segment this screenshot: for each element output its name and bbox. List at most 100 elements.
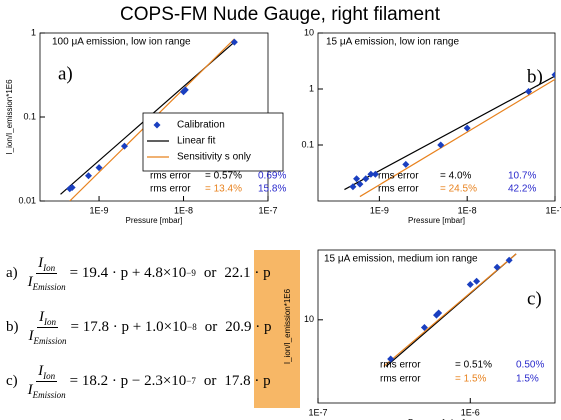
equation-rhs: = 17.8 · p + 1.0×10: [70, 318, 188, 335]
denominator-sub: Emission: [32, 281, 66, 292]
data-point: [551, 71, 555, 79]
subtitle: 15 μA emission, low ion range: [326, 37, 459, 48]
rms-text: rms error: [378, 171, 419, 182]
x-tick-label: 1E-8: [174, 205, 193, 215]
x-tick-label: 1E-7: [545, 205, 561, 215]
data-point: [505, 256, 513, 264]
numerator: IIon: [36, 254, 58, 274]
data-point: [120, 142, 128, 150]
x-axis-label: Pressure [mbar]: [408, 418, 465, 420]
denominator-sub: Emission: [33, 335, 67, 346]
fraction: IIon IEmission: [28, 363, 66, 400]
numerator-sub: Ion: [43, 262, 56, 273]
numerator-sub: Ion: [44, 316, 56, 327]
x-tick-label: 1E-7: [308, 407, 327, 417]
numerator: IIon: [37, 309, 58, 328]
denominator-sub: Emission: [32, 389, 66, 400]
fit-line: [344, 75, 555, 191]
plot-area: [317, 249, 556, 404]
x-tick-label: 1E-9: [370, 205, 389, 215]
data-point: [437, 141, 445, 149]
page-title: COPS-FM Nude Gauge, right filament: [120, 4, 441, 25]
legend-label: Sensitivity s only: [177, 152, 251, 163]
rms-text: rms error: [150, 171, 191, 182]
panel-label: b): [527, 66, 543, 87]
equation: a) IIon IEmission = 19.4 · p + 4.8×10 −9 or 22…: [6, 248, 271, 298]
legend-box: [142, 112, 284, 172]
x-tick-label: 1E-9: [90, 205, 109, 215]
equation-label: c): [6, 372, 18, 389]
x-axis-label: Pressure [mbar]: [408, 216, 465, 225]
simple-form: 22.1 · p: [224, 264, 271, 281]
rms-text: rms error: [380, 360, 421, 371]
rms-text: 1.5%: [516, 374, 539, 385]
numerator-text: I: [38, 362, 44, 379]
fit-line: [359, 78, 555, 198]
rms-text: = 0.57%: [205, 171, 242, 182]
subtitle: 15 μA emission, medium ion range: [324, 254, 478, 265]
data-point: [493, 263, 501, 271]
numerator-sub: Ion: [43, 370, 56, 381]
y-tick-label: 1: [31, 27, 36, 37]
data-point: [356, 180, 364, 188]
rms-text: = 0.51%: [455, 360, 492, 371]
subtitle: 100 μA emission, low ion range: [52, 37, 191, 48]
rms-text: 0.50%: [516, 360, 544, 371]
equation-label: a): [6, 264, 18, 281]
denominator: IEmission: [29, 328, 67, 346]
legend-marker: [153, 121, 161, 129]
data-point: [466, 281, 474, 289]
denominator-text: I: [28, 327, 34, 344]
y-axis-label: I_ion/I_emission*1E6: [5, 79, 14, 155]
y-tick-label: 10: [304, 27, 314, 37]
denominator-text: I: [27, 381, 33, 398]
panel-label: a): [58, 63, 73, 84]
data-point: [420, 323, 428, 331]
rms-text: = 24.5%: [440, 184, 477, 195]
rms-text: = 1.5%: [455, 374, 487, 385]
rms-text: rms error: [380, 374, 421, 385]
x-tick-label: 1E-7: [258, 205, 277, 215]
y-tick-label: 0.1: [23, 111, 36, 121]
numerator: IIon: [36, 362, 58, 382]
rms-text: 10.7%: [508, 171, 536, 182]
or-word: or: [203, 264, 217, 281]
data-point: [367, 170, 375, 178]
data-point: [402, 160, 410, 168]
panel-label: c): [527, 288, 542, 309]
data-point: [84, 172, 92, 180]
legend-label: Calibration: [177, 120, 225, 131]
x-tick-label: 1E-8: [458, 205, 477, 215]
data-point: [68, 183, 76, 191]
exponent: −9: [186, 268, 196, 278]
data-point: [473, 277, 481, 285]
or-word: or: [203, 372, 217, 389]
y-tick-label: 10: [304, 314, 314, 324]
data-point: [349, 183, 357, 191]
data-point: [435, 309, 443, 317]
equation: b) IIon IEmission = 17.8 · p + 1.0×10 −8 or 20…: [6, 302, 271, 352]
plot-area: [317, 32, 556, 202]
y-tick-label: 0.01: [18, 195, 36, 205]
data-point: [525, 88, 533, 96]
fraction: IIon I Emission: [28, 255, 66, 292]
data-point: [362, 175, 370, 183]
data-point: [230, 38, 238, 46]
data-point: [95, 164, 103, 172]
y-tick-label: 1: [309, 83, 314, 93]
data-point: [387, 355, 395, 363]
simple-form: 17.8 · p: [224, 372, 271, 389]
rms-text: 42.2%: [508, 184, 536, 195]
rms-text: rms error: [378, 184, 419, 195]
highlight-box: [254, 250, 300, 408]
rms-text: 15.8%: [258, 184, 286, 195]
numerator-text: I: [38, 254, 44, 271]
exponent: −8: [187, 322, 197, 332]
x-tick-label: 1E-6: [461, 407, 480, 417]
rms-text: = 4.0%: [440, 171, 472, 182]
x-axis-label: Pressure [mbar]: [126, 216, 183, 225]
simple-form: 20.9 · p: [225, 318, 272, 335]
y-axis-label: I_ion/I_emission*1E6: [283, 288, 292, 364]
